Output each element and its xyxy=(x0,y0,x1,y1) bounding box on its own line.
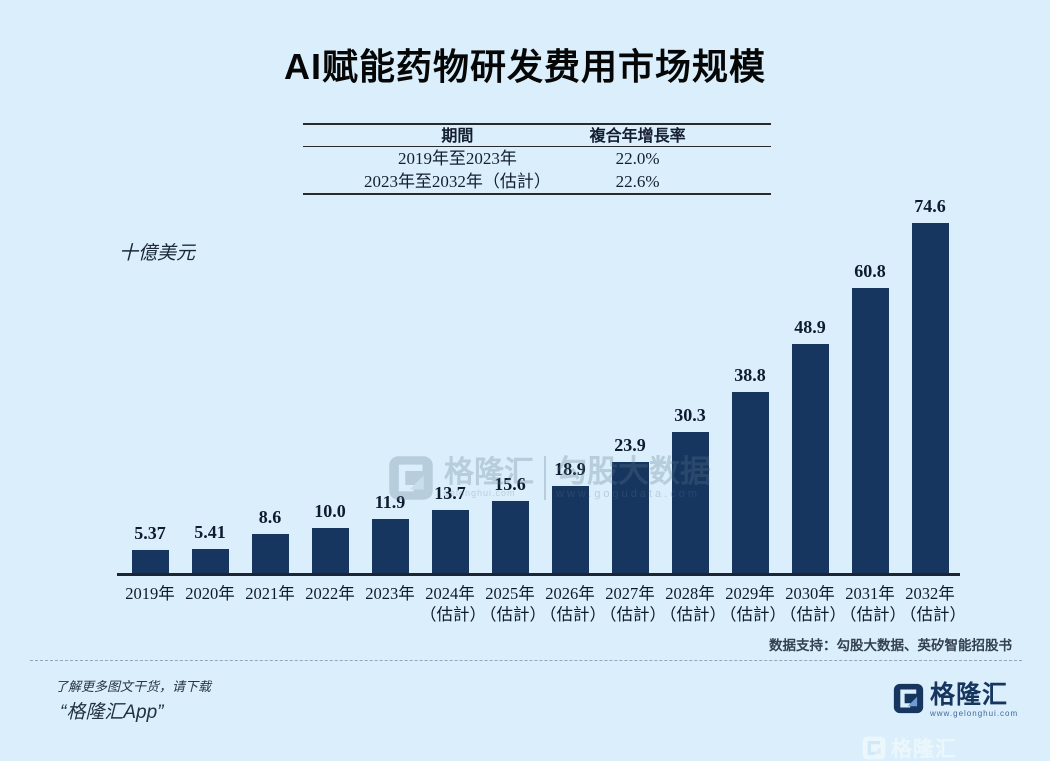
cagr-table-header-period: 期間 xyxy=(441,128,474,145)
bar-2029年（估計） xyxy=(731,392,769,575)
x-axis-label: 2026年 （估計） xyxy=(540,584,606,624)
ghost-brand-logo: 格隆汇 xyxy=(862,733,957,761)
cagr-table-header-cagr: 複合年增長率 xyxy=(589,128,686,145)
x-axis-label: 2032年 （估計） xyxy=(900,584,966,624)
cagr-table-header-row: 期間 複合年增長率 xyxy=(303,123,771,147)
cagr-value-cell: 22.0% xyxy=(615,149,660,168)
bar-value-label: 11.9 xyxy=(374,492,406,512)
footer-promo-text: 了解更多图文干货，请下载 xyxy=(55,679,212,694)
bar-2019年 xyxy=(131,550,169,575)
cagr-table: 期間 複合年增長率 2019年至2023年 22.0% 2023年至2032年（… xyxy=(303,123,771,195)
x-axis-label: 2028年 （估計） xyxy=(660,584,726,624)
bar-value-label: 18.9 xyxy=(554,459,586,479)
bar-2032年（估計） xyxy=(911,223,949,575)
bar-2030年（估計） xyxy=(791,344,829,575)
footer-app-name: “格隆汇App” xyxy=(60,702,164,723)
bar-2022年 xyxy=(311,528,349,575)
bar-2020年 xyxy=(191,549,229,575)
bar-2024年（估計） xyxy=(431,510,469,575)
bar-value-label: 13.7 xyxy=(434,483,466,503)
bar-value-label: 23.9 xyxy=(614,435,646,455)
bar-2026年（估計） xyxy=(551,486,589,575)
bar-value-label: 10.0 xyxy=(314,501,346,521)
bar-value-label: 60.8 xyxy=(854,261,886,281)
dashed-divider xyxy=(30,660,1022,661)
bar-value-label: 5.37 xyxy=(134,523,166,543)
bar-value-label: 74.6 xyxy=(914,196,946,216)
gelonghui-logo-icon xyxy=(862,736,886,760)
bar-value-label: 15.6 xyxy=(494,474,526,494)
ghost-brand-name: 格隆汇 xyxy=(891,738,957,761)
table-row: 2019年至2023年 22.0% xyxy=(303,147,771,170)
brand-name: 格隆汇 xyxy=(930,681,1009,709)
bar-2027年（估計） xyxy=(611,462,649,575)
y-axis-unit-label: 十億美元 xyxy=(119,243,196,264)
gelonghui-logo-icon xyxy=(893,683,924,714)
table-row: 2023年至2032年（估計） 22.6% xyxy=(303,170,771,195)
x-axis-label: 2019年 xyxy=(125,584,175,603)
x-axis-label: 2023年 xyxy=(365,584,415,603)
x-axis-labels: 2019年 2020年 2021年 2022年 2023年 2024年 （估計） 2025年（… xyxy=(120,583,966,629)
bar-value-label: 30.3 xyxy=(674,405,706,425)
bar-2023年 xyxy=(371,519,409,575)
x-axis-label: 2029年 （估計） xyxy=(720,584,786,624)
x-axis-line xyxy=(117,573,960,576)
bar-chart-plot-area: 5.37 5.41 8.6 10.0 11.9 13.7 15.6 18.9 23.9 30.3 3… xyxy=(120,196,960,575)
bar-2028年（估計） xyxy=(671,432,709,575)
bar-2031年（估計） xyxy=(851,288,889,575)
brand-logo: 格隆汇 www.gelonghui.com xyxy=(893,683,1018,718)
data-source-note: 数据支持：勾股大数据、英矽智能招股书 xyxy=(769,638,1012,653)
x-axis-label: 2022年 xyxy=(305,584,355,603)
bar-2025年（估計） xyxy=(491,501,529,575)
page-title: AI赋能药物研发费用市场规模 xyxy=(283,46,766,87)
x-axis-label: 2020年 xyxy=(185,584,235,603)
bar-value-label: 8.6 xyxy=(258,507,282,527)
bar-value-label: 48.9 xyxy=(794,317,826,337)
x-axis-label: 2025年 （估計） xyxy=(480,584,546,624)
x-axis-label: 2024年 （估計） xyxy=(420,584,486,624)
bar-value-label: 5.41 xyxy=(194,522,226,542)
brand-text-wrap: 格隆汇 www.gelonghui.com xyxy=(930,681,1019,719)
x-axis-label: 2030年 （估計） xyxy=(780,584,846,624)
x-axis-label: 2021年 xyxy=(245,584,295,603)
x-axis-label: 2027年 （估計） xyxy=(600,584,666,624)
brand-url: www.gelonghui.com xyxy=(930,709,1019,718)
bar-2021年 xyxy=(251,534,289,575)
x-axis-label: 2031年 （估計） xyxy=(840,584,906,624)
bar-value-label: 38.8 xyxy=(734,365,766,385)
cagr-period-cell: 2023年至2032年（估計） xyxy=(363,172,551,191)
cagr-value-cell: 22.6% xyxy=(615,172,660,191)
cagr-period-cell: 2019年至2023年 xyxy=(397,149,517,168)
